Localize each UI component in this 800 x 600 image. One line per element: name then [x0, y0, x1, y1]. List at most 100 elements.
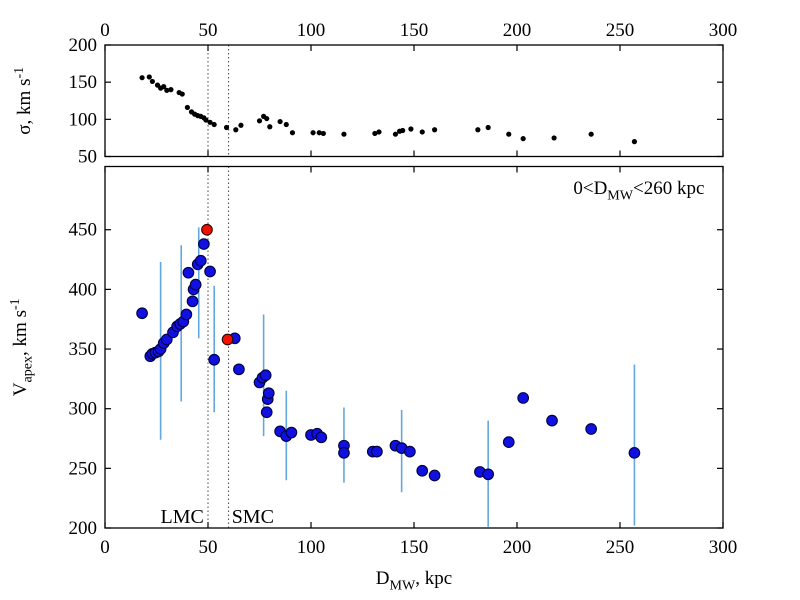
data-point [168, 87, 174, 93]
data-point [376, 129, 382, 135]
data-point [432, 127, 438, 133]
data-point [546, 414, 558, 427]
data-point [260, 406, 273, 419]
data-point [506, 131, 512, 137]
data-point [338, 446, 350, 459]
y-tick-label: 350 [69, 339, 98, 360]
data-point [186, 295, 199, 308]
y-tick-label: 400 [69, 279, 98, 300]
y-tick-label: 150 [69, 72, 98, 93]
data-point [184, 104, 190, 111]
x-tick-label: 0 [100, 20, 110, 41]
x-tick-label: 100 [297, 20, 326, 41]
region-label-smc: SMC [232, 506, 274, 528]
data-point [408, 126, 414, 132]
data-point [238, 122, 244, 128]
region-label-lmc: LMC [161, 506, 204, 528]
data-point [198, 238, 210, 250]
x-axis-label: DMW, kpc [376, 568, 452, 593]
data-point [631, 139, 638, 145]
data-point [588, 131, 594, 137]
data-point [161, 84, 167, 90]
data-point [520, 136, 526, 142]
y-tick-label: 200 [69, 518, 98, 539]
data-point [372, 130, 378, 137]
data-point [207, 119, 213, 125]
sigma-panel: 0 50 100 150 200 250 300 50 100 150 200 σ, km s-1 [11, 20, 737, 168]
data-point [211, 121, 217, 128]
data-point [223, 124, 230, 131]
data-point [419, 129, 425, 135]
x-tick-label: 250 [606, 537, 635, 558]
data-point [400, 127, 406, 134]
data-point [628, 446, 641, 459]
y-tick-label: 300 [69, 399, 98, 420]
data-point [289, 130, 296, 136]
x-tick-label: 150 [400, 20, 429, 41]
data-point [233, 127, 239, 133]
x-tick-label: 200 [503, 20, 532, 41]
data-point [392, 131, 399, 137]
data-point [221, 333, 234, 346]
x-tick-label: 300 [709, 20, 738, 41]
data-point [194, 254, 207, 267]
data-point [164, 87, 170, 93]
data-point [475, 127, 481, 133]
data-point [203, 117, 209, 123]
data-point [189, 278, 202, 291]
x-tick-label: 150 [400, 537, 429, 558]
data-point [341, 131, 347, 137]
data-point [404, 445, 416, 458]
data-point [146, 74, 152, 80]
x-tick-label: 0 [100, 537, 110, 558]
y-axis-label: Vapex, km s-1 [7, 298, 36, 396]
x-tick-label: 50 [199, 537, 218, 558]
data-point [233, 363, 245, 376]
x-tick-label: 200 [503, 537, 532, 558]
data-point [259, 369, 272, 382]
data-point [136, 307, 148, 320]
data-point [204, 265, 216, 278]
x-tick-label: 300 [709, 537, 738, 558]
data-point [262, 387, 275, 400]
data-point [139, 75, 145, 81]
data-point [264, 115, 270, 122]
data-point [551, 135, 557, 141]
data-point [179, 91, 185, 97]
x-tick-label: 250 [606, 20, 635, 41]
data-point [482, 468, 495, 481]
data-point [208, 353, 221, 366]
data-point [316, 130, 322, 136]
data-point [256, 118, 263, 124]
data-point [416, 464, 429, 477]
data-point [277, 118, 283, 125]
data-point [149, 78, 155, 85]
y-tick-label: 250 [69, 458, 98, 479]
y-tick-label: 50 [78, 147, 97, 168]
data-point [320, 130, 326, 137]
data-point [585, 423, 598, 435]
data-point [517, 392, 530, 404]
vapex-red-points [201, 223, 234, 346]
data-point [315, 431, 328, 444]
data-point [310, 130, 316, 136]
data-point [180, 308, 193, 321]
data-point [283, 121, 289, 128]
range-annotation: 0<DMW<260 kpc [573, 178, 704, 203]
x-tick-label: 50 [199, 20, 218, 41]
y-tick-label: 100 [69, 109, 98, 130]
data-point [485, 124, 491, 131]
y-tick-label: 200 [69, 35, 98, 56]
y-tick-label: 450 [69, 220, 98, 241]
data-point [182, 266, 195, 279]
data-point [371, 445, 383, 458]
data-point [267, 124, 273, 130]
sigma-points [139, 74, 638, 145]
vapex-panel: 0 50 100 150 200 250 300 200 250 300 350 400 450 Vape… [7, 165, 738, 558]
data-point [285, 426, 298, 439]
x-tick-label: 100 [297, 537, 326, 558]
y-axis-label: σ, km s-1 [11, 67, 35, 135]
